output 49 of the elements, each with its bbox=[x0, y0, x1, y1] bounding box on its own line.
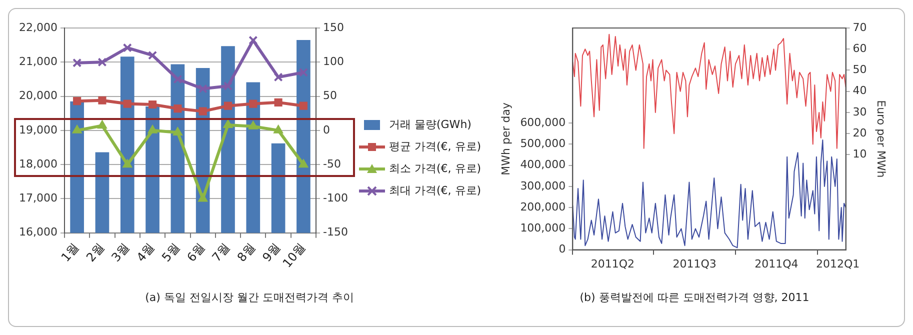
y-tick-label: 21,000 bbox=[18, 55, 58, 68]
y2-tick-label: 50 bbox=[323, 89, 338, 102]
y-tick-label: 300,000 bbox=[520, 179, 566, 192]
y-tick-label: 22,000 bbox=[18, 20, 58, 34]
y-tick-label: 19,000 bbox=[18, 123, 58, 136]
legend-label: 거래 물량(GWh) bbox=[389, 117, 472, 132]
x-tick-label: 1월 bbox=[58, 240, 82, 264]
x-tick-label: 5월 bbox=[159, 240, 182, 264]
x-tick-label: 6월 bbox=[184, 240, 208, 264]
x-tick-label: 2012Q1 bbox=[816, 257, 860, 270]
y-axis-title: MWh per day bbox=[499, 102, 512, 176]
text: (a) 독일 전일시장 월간 도매전력가격 추이 bbox=[144, 290, 355, 305]
x-tick-label: 7월 bbox=[209, 240, 233, 264]
text: (b) 풍력발전에 따른 도매전력가격 영향, 2011 bbox=[578, 290, 810, 305]
y2-tick-label: 100 bbox=[323, 55, 344, 68]
y2-tick-label: 70 bbox=[852, 20, 867, 34]
y2-tick-label: 30 bbox=[852, 105, 867, 118]
y-tick-label: 200,000 bbox=[520, 200, 566, 214]
y2-tick-label: 60 bbox=[852, 42, 867, 55]
x-tick-label: 9월 bbox=[260, 240, 283, 264]
x-tick-label: 2월 bbox=[84, 240, 107, 264]
y-tick-label: 600,000 bbox=[520, 116, 566, 129]
legend-label: 평균 가격(€, 유로) bbox=[389, 139, 482, 154]
y-tick-label: 17,000 bbox=[18, 192, 58, 205]
legend-label: 최소 가격(€, 유로) bbox=[389, 161, 482, 176]
legend-label: 최대 가격(€, 유로) bbox=[389, 183, 482, 198]
y-tick-label: 100,000 bbox=[520, 222, 566, 235]
y-tick-label: 18,000 bbox=[18, 157, 58, 170]
y-tick-label: 20,000 bbox=[18, 89, 58, 102]
y2-tick-label: 150 bbox=[323, 20, 344, 34]
y2-tick-label: 50 bbox=[852, 63, 867, 76]
x-tick-label: 4월 bbox=[134, 240, 158, 264]
y-tick-label: 16,000 bbox=[18, 226, 58, 239]
y-tick-label: 400,000 bbox=[520, 158, 566, 172]
y2-tick-label: -150 bbox=[323, 226, 348, 239]
x-tick-label: 3월 bbox=[108, 240, 132, 264]
y2-tick-label: 0 bbox=[323, 123, 330, 136]
y2-axis-title: Euro per MWh bbox=[874, 100, 888, 178]
y2-tick-label: -100 bbox=[323, 192, 348, 205]
y2-tick-label: 40 bbox=[852, 84, 867, 98]
x-tick-label: 2011Q4 bbox=[754, 257, 798, 270]
x-tick-label: 8월 bbox=[234, 240, 258, 264]
y2-tick-label: 10 bbox=[852, 148, 867, 161]
x-tick-label: 2011Q3 bbox=[672, 257, 716, 270]
y-tick-label: 500,000 bbox=[520, 137, 566, 150]
y2-tick-label: 20 bbox=[852, 126, 867, 140]
y-tick-label: 0 bbox=[558, 242, 566, 256]
x-tick-label: 2011Q2 bbox=[590, 257, 635, 270]
y2-tick-label: -50 bbox=[323, 157, 342, 170]
